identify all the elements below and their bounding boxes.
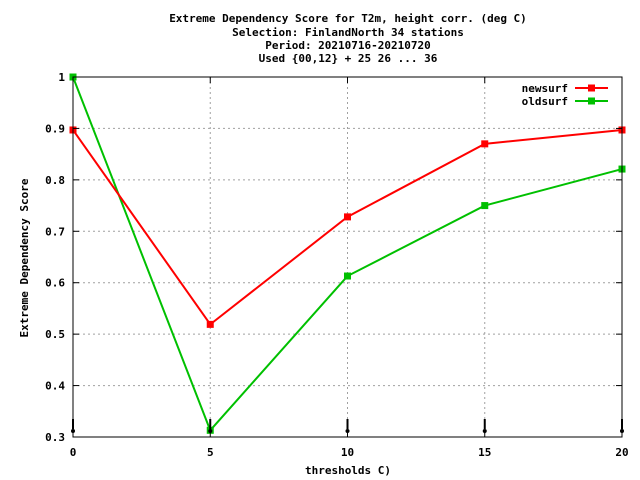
legend-marker-oldsurf xyxy=(588,97,595,105)
data-point-newsurf xyxy=(206,320,214,328)
title-line-1: Extreme Dependency Score for T2m, height… xyxy=(169,12,527,25)
legend-label-oldsurf: oldsurf xyxy=(522,95,568,108)
chart-title: Extreme Dependency Score for T2m, height… xyxy=(169,12,527,65)
data-point-oldsurf xyxy=(481,202,489,210)
grid xyxy=(73,77,622,437)
y-tick-label: 0.9 xyxy=(45,122,65,135)
y-tick-label: 0.7 xyxy=(45,225,65,238)
y-tick-label: 0.8 xyxy=(45,174,65,187)
data-point-newsurf xyxy=(344,213,351,221)
x-tick-label: 0 xyxy=(70,446,77,459)
title-line-3: Period: 20210716-20210720 xyxy=(265,39,431,52)
legend-label-newsurf: newsurf xyxy=(522,82,568,95)
x-tick-label: 10 xyxy=(341,446,354,459)
y-axis-label: Extreme Dependency Score xyxy=(18,178,31,337)
y-tick-label: 0.3 xyxy=(45,431,65,444)
data-point-oldsurf xyxy=(344,272,351,280)
x-marker-dot xyxy=(208,429,213,433)
data-point-newsurf xyxy=(481,140,489,148)
legend-marker-newsurf xyxy=(588,84,595,92)
x-tick-label: 20 xyxy=(615,446,628,459)
plot-frame xyxy=(72,76,623,438)
title-line-2: Selection: FinlandNorth 34 stations xyxy=(232,26,464,39)
x-tick-label: 5 xyxy=(207,446,214,459)
y-tick-label: 0.5 xyxy=(45,328,65,341)
x-marker-dot xyxy=(482,429,487,433)
y-tick-label: 0.6 xyxy=(45,277,65,290)
y-tick-label: 0.4 xyxy=(45,380,65,393)
x-axis-label: thresholds C) xyxy=(305,464,391,477)
axes: 0.30.40.50.60.70.80.910 5 10 15 20 xyxy=(45,71,629,459)
x-tick-label: 15 xyxy=(478,446,491,459)
x-marker-dot xyxy=(345,429,350,433)
y-tick-label: 1 xyxy=(58,71,65,84)
title-line-4: Used {00,12} + 25 26 ... 36 xyxy=(259,52,438,65)
